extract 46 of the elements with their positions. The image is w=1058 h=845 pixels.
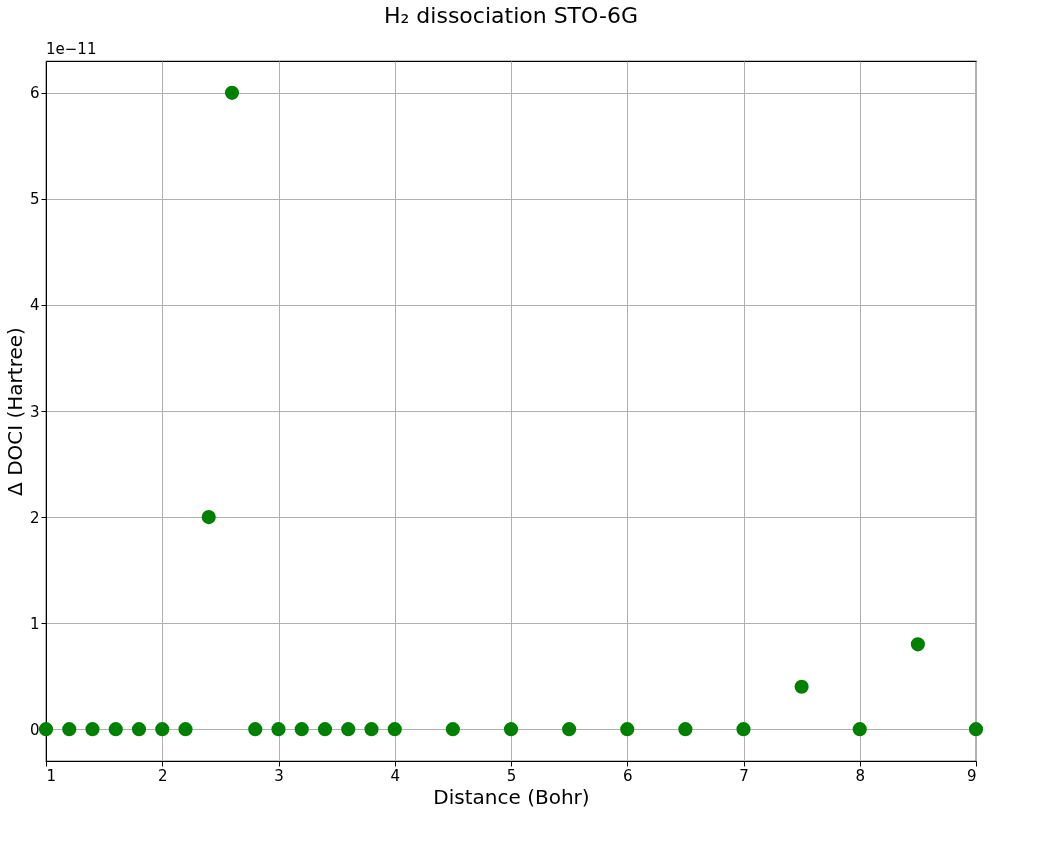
point bbox=[341, 722, 356, 737]
x-tick-label: 7 bbox=[739, 766, 749, 785]
point bbox=[85, 722, 100, 737]
y-tick-label: 1 bbox=[29, 614, 40, 633]
x-tick-label: 5 bbox=[506, 766, 517, 785]
chart-title: H₂ dissociation STO-6G bbox=[384, 3, 638, 28]
point bbox=[155, 722, 170, 737]
point bbox=[131, 722, 147, 737]
y-tick-label: 4 bbox=[29, 296, 40, 315]
x-tick-label: 1 bbox=[46, 766, 57, 785]
point bbox=[271, 722, 286, 737]
point bbox=[968, 722, 984, 737]
point bbox=[294, 722, 309, 737]
point bbox=[201, 510, 216, 525]
x-axis-title: Distance (Bohr) bbox=[433, 784, 590, 809]
point bbox=[178, 722, 193, 737]
point bbox=[503, 722, 519, 737]
y-tick-label: 2 bbox=[29, 508, 40, 527]
text: 1e−11 bbox=[46, 40, 97, 58]
point bbox=[317, 722, 333, 737]
point bbox=[62, 722, 77, 737]
point bbox=[852, 722, 867, 737]
x-tick-label: 3 bbox=[274, 766, 284, 785]
y-tick-label: 0 bbox=[29, 720, 40, 739]
point bbox=[224, 85, 240, 100]
point bbox=[108, 722, 123, 737]
point bbox=[38, 722, 54, 737]
x-tick-label: 4 bbox=[390, 766, 401, 785]
point bbox=[736, 722, 751, 737]
x-tick-label: 9 bbox=[966, 766, 977, 785]
point bbox=[794, 679, 809, 694]
y-axis-title: Δ DOCI (Hartree) bbox=[2, 327, 27, 496]
point bbox=[910, 637, 925, 652]
point bbox=[562, 722, 577, 737]
x-tick-label: 6 bbox=[622, 766, 633, 785]
point bbox=[248, 722, 263, 737]
y-tick-label: 6 bbox=[29, 84, 40, 103]
point bbox=[678, 722, 693, 737]
x-tick-label: 8 bbox=[855, 766, 866, 785]
point bbox=[364, 722, 379, 737]
point bbox=[620, 722, 635, 737]
point bbox=[445, 722, 460, 737]
y-tick-label: 3 bbox=[29, 402, 40, 421]
y-tick-label: 5 bbox=[29, 190, 40, 209]
point bbox=[387, 722, 402, 737]
x-tick-label: 2 bbox=[157, 766, 168, 785]
